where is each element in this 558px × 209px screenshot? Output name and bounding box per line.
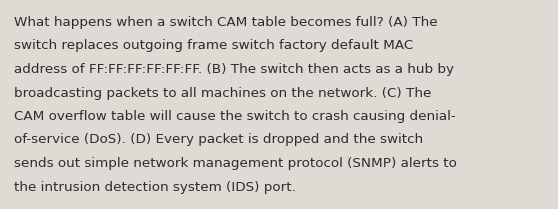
Text: broadcasting packets to all machines on the network. (C) The: broadcasting packets to all machines on … [14,87,431,99]
Text: What happens when a switch CAM table becomes full? (A) The: What happens when a switch CAM table bec… [14,16,437,29]
Text: address of FF:FF:FF:FF:FF:FF. (B) The switch then acts as a hub by: address of FF:FF:FF:FF:FF:FF. (B) The sw… [14,63,454,76]
Text: the intrusion detection system (IDS) port.: the intrusion detection system (IDS) por… [14,181,296,194]
Text: of-service (DoS). (D) Every packet is dropped and the switch: of-service (DoS). (D) Every packet is dr… [14,134,423,147]
Text: CAM overflow table will cause the switch to crash causing denial-: CAM overflow table will cause the switch… [14,110,456,123]
Text: switch replaces outgoing frame switch factory default MAC: switch replaces outgoing frame switch fa… [14,40,413,52]
Text: sends out simple network management protocol (SNMP) alerts to: sends out simple network management prot… [14,157,457,170]
